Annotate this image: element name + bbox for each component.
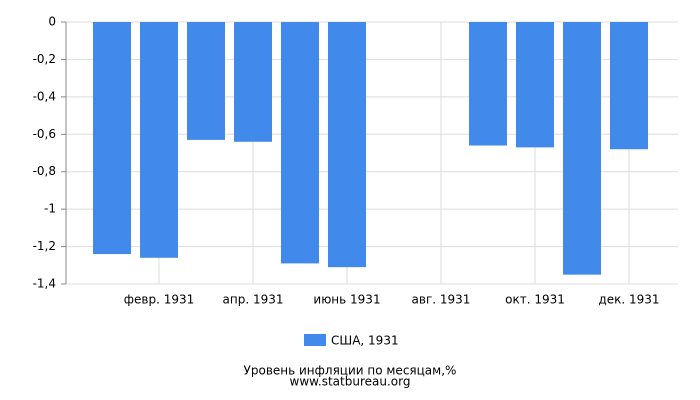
x-tick-label: окт. 1931 <box>505 293 565 307</box>
chart-title: Уровень инфляции по месяцам,% <box>244 364 457 378</box>
y-tick-label: 0 <box>48 15 56 29</box>
y-tick-label: -0,6 <box>33 127 56 141</box>
y-tick-label: -0,4 <box>33 89 56 103</box>
bar <box>328 22 366 268</box>
bar <box>469 22 507 146</box>
bar <box>234 22 272 142</box>
x-tick-label: дек. 1931 <box>598 293 659 307</box>
y-tick-label: -1 <box>44 202 56 216</box>
y-tick-label: -0,2 <box>33 52 56 66</box>
source: www.statbureau.org <box>290 375 411 389</box>
legend-label: США, 1931 <box>331 334 399 348</box>
x-tick-label: авг. 1931 <box>412 293 471 307</box>
x-tick-label: февр. 1931 <box>124 293 195 307</box>
x-tick-label: июнь 1931 <box>313 293 380 307</box>
bar <box>93 22 131 255</box>
y-tick-label: -1,4 <box>33 277 56 291</box>
bar <box>516 22 554 148</box>
bar <box>140 22 178 258</box>
bar <box>281 22 319 264</box>
y-tick-label: -0,8 <box>33 164 56 178</box>
bar <box>610 22 648 150</box>
bar <box>563 22 601 275</box>
legend-swatch <box>304 334 326 346</box>
bar <box>187 22 225 140</box>
x-tick-label: апр. 1931 <box>223 293 284 307</box>
y-tick-label: -1,2 <box>33 239 56 253</box>
